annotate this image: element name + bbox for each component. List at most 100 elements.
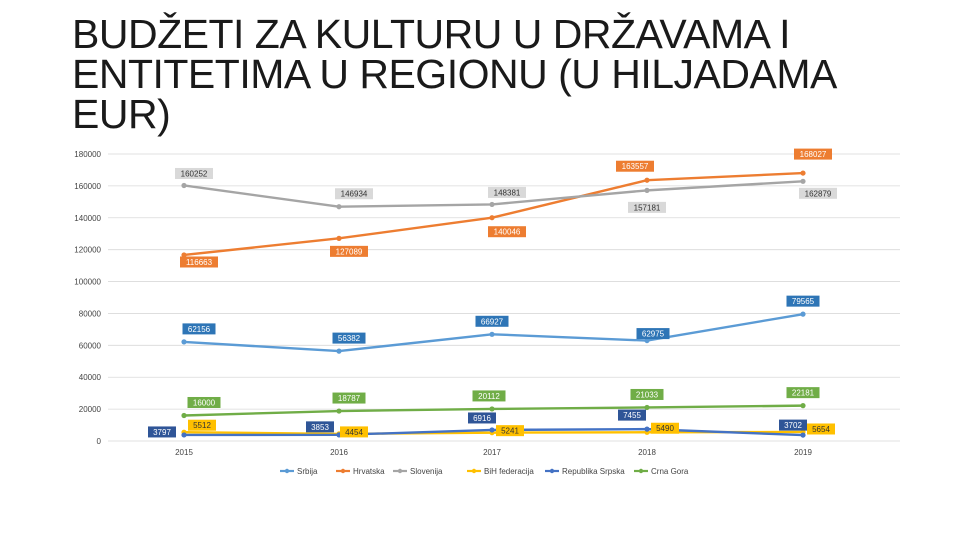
data-point: [800, 311, 806, 317]
data-label: 163557: [616, 160, 654, 172]
data-point: [181, 252, 187, 258]
data-label-box: [180, 256, 218, 268]
data-label: 3702: [779, 419, 807, 431]
data-label: 18787: [332, 392, 366, 404]
data-label-text: 6916: [473, 414, 491, 423]
legend-marker: [284, 468, 290, 474]
data-label-text: 140046: [494, 228, 521, 237]
data-point: [489, 427, 495, 433]
data-label: 62156: [182, 323, 216, 335]
data-label: 5241: [496, 425, 524, 437]
data-point: [181, 412, 187, 419]
data-point: [336, 408, 342, 414]
data-point: [800, 178, 806, 184]
data-point: [800, 170, 806, 176]
legend-marker: [340, 468, 346, 474]
data-label-text: 16000: [193, 398, 216, 407]
data-label-box: [616, 160, 654, 172]
legend-item: Republika Srpska: [545, 467, 625, 476]
data-point: [489, 406, 495, 412]
legend-item: Srbija: [280, 467, 318, 476]
data-label-text: 3702: [784, 421, 802, 430]
legend-label: Hrvatska: [353, 467, 385, 476]
data-label: 160252: [175, 167, 213, 179]
x-tick-label: 2017: [483, 448, 501, 457]
data-label-box: [786, 387, 820, 399]
data-point: [181, 339, 187, 345]
data-label: 157181: [628, 201, 666, 213]
data-label: 3853: [306, 421, 334, 433]
data-point: [800, 432, 806, 438]
y-tick-label: 20000: [79, 405, 102, 414]
data-label: 20112: [472, 390, 506, 402]
legend-marker: [397, 468, 403, 474]
y-tick-label: 120000: [74, 246, 101, 255]
data-label-text: 168027: [800, 150, 827, 159]
data-label-box: [651, 422, 679, 434]
data-label-text: 5512: [193, 421, 211, 430]
data-label-text: 3797: [153, 428, 171, 437]
y-tick-label: 100000: [74, 278, 101, 287]
legend-label: Srbija: [297, 467, 318, 476]
data-label: 5512: [188, 419, 216, 431]
data-label-text: 148381: [494, 188, 521, 197]
data-label: 148381: [488, 186, 526, 198]
data-label: 66927: [475, 315, 509, 327]
data-label: 4454: [340, 426, 368, 438]
legend-item: BiH federacija: [467, 467, 534, 476]
data-label-text: 157181: [634, 203, 661, 212]
data-point: [644, 426, 650, 432]
data-label-text: 66927: [481, 317, 504, 326]
data-label-box: [779, 419, 807, 431]
x-axis: 2015 2016 2017 2018 2019: [175, 448, 812, 457]
data-label-box: [618, 409, 646, 421]
data-label: 168027: [794, 148, 832, 160]
data-label: 162879: [799, 187, 837, 199]
legend-label: Republika Srpska: [562, 467, 625, 476]
data-point: [181, 432, 187, 438]
data-label-box: [807, 423, 835, 435]
data-label: 116663: [180, 256, 218, 268]
legend-label: Slovenija: [410, 467, 443, 476]
data-label: 146934: [335, 188, 373, 200]
data-label: 21033: [630, 388, 664, 400]
data-label-box: [496, 425, 524, 437]
data-label-text: 116663: [186, 258, 213, 267]
data-label: 6916: [468, 412, 496, 424]
data-label-box: [332, 392, 366, 404]
data-label-box: [332, 332, 366, 344]
legend: Srbija Hrvatska Slovenija BiH federacija Rep…: [280, 467, 689, 476]
data-label-box: [488, 226, 526, 238]
data-label: 3797: [148, 426, 176, 438]
data-label-text: 127089: [336, 247, 363, 256]
data-point: [489, 201, 495, 208]
data-point: [336, 348, 342, 354]
data-label: 7455: [618, 409, 646, 421]
data-label: 62975: [636, 328, 670, 340]
data-label: 79565: [786, 295, 820, 307]
data-label-text: 163557: [622, 162, 649, 171]
data-label-box: [472, 390, 506, 402]
legend-item: Crna Gora: [634, 467, 689, 476]
data-label: 5654: [807, 423, 835, 435]
x-tick-label: 2015: [175, 448, 193, 457]
legend-marker: [638, 468, 644, 474]
y-tick-label: 140000: [74, 214, 101, 223]
data-label-box: [187, 396, 221, 408]
data-point: [644, 177, 650, 183]
data-labels: 62156 56382 66927 62975 79565 116663 127089 140…: [148, 148, 837, 438]
data-label-box: [630, 388, 664, 400]
y-tick-label: 80000: [79, 309, 102, 318]
data-label-text: 56382: [338, 334, 361, 343]
data-label-text: 62156: [188, 325, 211, 334]
data-label-text: 4454: [345, 428, 363, 437]
y-tick-label: 160000: [74, 182, 101, 191]
series-line-hrvatska: [183, 171, 804, 257]
data-label-box: [786, 295, 820, 307]
data-point: [800, 403, 806, 409]
x-tick-label: 2016: [330, 448, 348, 457]
legend-item: Slovenija: [393, 467, 443, 476]
data-label-box: [794, 148, 832, 160]
data-point: [644, 187, 650, 193]
legend-label: Crna Gora: [651, 467, 689, 476]
